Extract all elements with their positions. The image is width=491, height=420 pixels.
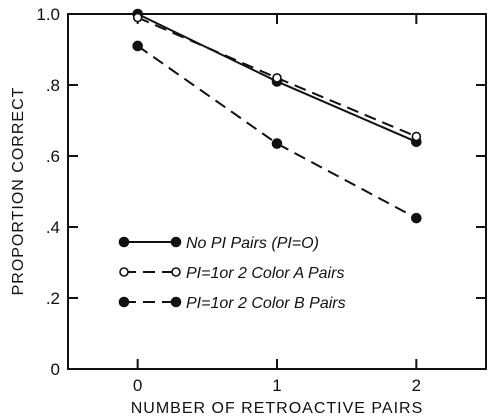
x-axis-title: NUMBER OF RETROACTIVE PAIRS xyxy=(131,400,424,417)
x-tick-label: 1 xyxy=(272,376,281,395)
y-tick-label: .6 xyxy=(46,147,60,166)
legend-marker-2 xyxy=(171,267,181,277)
data-point-series-2 xyxy=(411,131,422,142)
series-line-3 xyxy=(137,45,417,220)
legend-marker-1 xyxy=(170,236,182,248)
series-line-2 xyxy=(137,16,417,138)
y-axis-title: PROPORTION CORRECT xyxy=(10,87,27,296)
legend: No PI Pairs (PI=O) PI=1or 2 Color A Pairs… xyxy=(118,235,346,312)
legend-label-1: No PI Pairs (PI=O) xyxy=(186,235,319,252)
data-point-series-2 xyxy=(272,73,282,83)
legend-marker-3 xyxy=(170,296,182,308)
y-axis-ticks: 0 .2 .4 .6 .8 1.0 xyxy=(36,5,486,379)
data-point-series-3 xyxy=(132,40,143,52)
legend-label-3: PI=1or 2 Color B Pairs xyxy=(186,295,346,312)
x-axis-ticks: 0 1 2 xyxy=(133,14,421,395)
y-tick-label: 1.0 xyxy=(36,5,60,24)
series-layer xyxy=(132,8,422,224)
legend-label-2: PI=1or 2 Color A Pairs xyxy=(186,265,344,282)
y-tick-label: .2 xyxy=(46,289,60,308)
data-point-series-3 xyxy=(411,212,422,224)
y-tick-label: 0 xyxy=(51,360,60,379)
y-tick-label: .4 xyxy=(46,218,60,237)
legend-marker-2 xyxy=(119,267,129,277)
data-point-series-2 xyxy=(132,12,143,23)
legend-marker-1 xyxy=(118,236,130,248)
data-point-series-3 xyxy=(271,138,283,149)
legend-marker-3 xyxy=(118,296,130,308)
x-tick-label: 2 xyxy=(412,376,421,395)
x-tick-label: 0 xyxy=(133,376,142,395)
y-tick-label: .8 xyxy=(46,76,60,95)
plot-frame xyxy=(67,13,487,370)
